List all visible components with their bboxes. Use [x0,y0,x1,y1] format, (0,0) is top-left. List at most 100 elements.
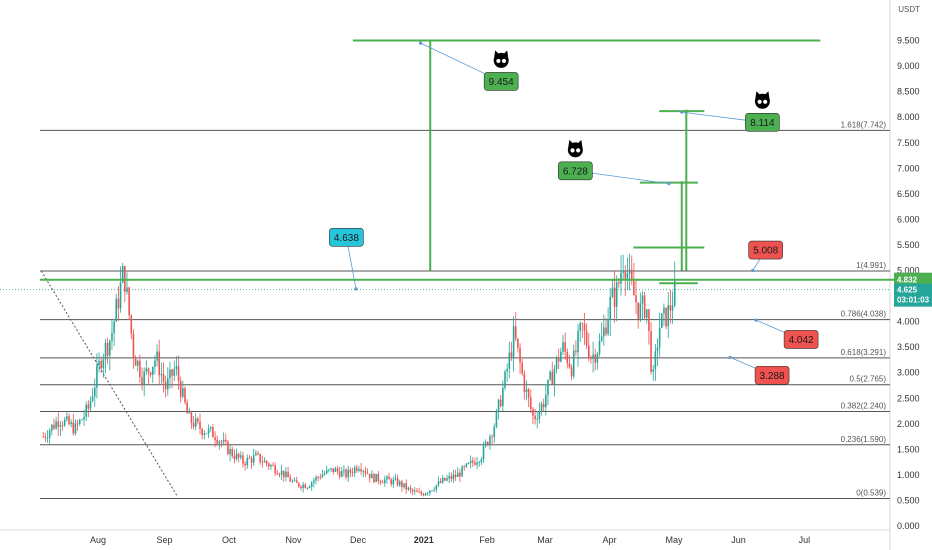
candle-body [398,481,401,486]
candle-body [637,302,639,319]
candle-body [132,333,135,358]
candle-body [476,462,478,465]
candle-body [575,350,577,353]
candle-body [435,485,438,490]
candle-body [270,465,272,467]
candle-body [527,389,530,398]
candle-body [51,424,53,431]
candle-body [489,436,491,446]
candle-body [467,463,470,464]
candle-body [474,462,476,465]
candle-body [542,403,545,408]
candle-body [456,472,459,478]
candle-body [87,404,90,409]
candle-body [547,379,549,396]
candle-body [351,472,354,474]
candle-body [669,305,672,311]
candle-body [334,468,337,472]
candle-body [671,305,674,311]
candle-body [171,369,173,376]
candle-body [113,321,115,333]
last-price-tag [894,283,932,307]
candle-body [620,272,622,284]
candle-body [325,469,328,474]
price-axis[interactable]: USDT 0.000 0.500 1.000 1.500 2.000 2.500 3.000 3… [897,5,920,531]
candle-body [104,342,107,360]
candle-body [549,371,551,380]
fib-level-label: 0(0.539) [856,488,886,497]
cat-ear-icon [494,50,500,58]
candle-body [46,437,49,439]
candle-body [368,473,371,479]
candle-body [207,428,210,434]
candle-body [484,442,487,446]
candle-body [347,469,350,478]
candle-body [661,313,663,328]
candle-body [538,410,541,420]
time-axis[interactable]: Aug Sep Oct Nov Dec 2021 Feb Mar Apr May Jun Jul [90,535,810,545]
candle-body [437,481,440,486]
candle-body [409,487,412,490]
candle-body [246,457,249,466]
candle-body [424,493,427,496]
candle-body [491,436,493,438]
callout-box [748,240,783,260]
candle-body [624,270,627,279]
currency-label: USDT [898,5,920,14]
candle-body [648,309,650,332]
y-tick-label: 2.500 [897,393,920,403]
candle-body [332,468,334,472]
green-anchor-point [680,181,684,185]
cat-eye-icon [757,99,762,104]
candle-body [362,471,365,472]
candle-body [173,368,176,376]
candle-body [613,287,616,307]
candle-body [373,473,375,482]
candle-body [70,422,72,425]
candle-body [568,363,571,368]
candle-body [42,436,45,438]
candle-body [381,482,384,484]
candle-body [607,319,609,335]
candle-body [306,487,309,489]
cat-eye-icon [501,58,507,64]
candle-body [452,474,455,480]
candle-body [532,408,534,416]
candle-body [267,463,270,467]
candle-body [562,342,564,352]
x-tick-label: Apr [603,535,617,545]
candle-body [585,330,588,346]
candle-body [405,483,408,490]
candle-body [263,460,266,463]
candle-body [605,327,607,335]
candle-body [673,279,676,306]
candle-body [141,377,143,385]
candle-body [188,412,191,414]
candle-body [308,486,311,488]
candle-body [235,453,238,459]
candle-body [250,458,253,463]
candle-body [182,388,184,397]
candle-body [89,400,92,409]
fib-level-label: 0.5(2.765) [850,375,887,384]
y-tick-label: 6.500 [897,189,920,199]
candle-body [630,269,633,281]
candle-body [310,482,313,487]
x-tick-label: Sep [156,535,172,545]
candle-body [645,309,648,318]
candle-body [109,340,111,356]
candle-body [401,481,403,488]
candle-body [665,307,667,327]
candle-body [85,404,87,417]
candle-body [177,366,180,381]
y-tick-label: 0.000 [897,521,920,531]
candle-body [319,477,322,478]
candle-body [609,296,612,320]
candle-body [53,424,55,429]
candle-body [454,474,457,478]
y-tick-label: 1.000 [897,470,920,480]
candle-body [465,463,468,467]
callout-value: 9.454 [489,77,514,88]
candle-body [377,473,380,482]
